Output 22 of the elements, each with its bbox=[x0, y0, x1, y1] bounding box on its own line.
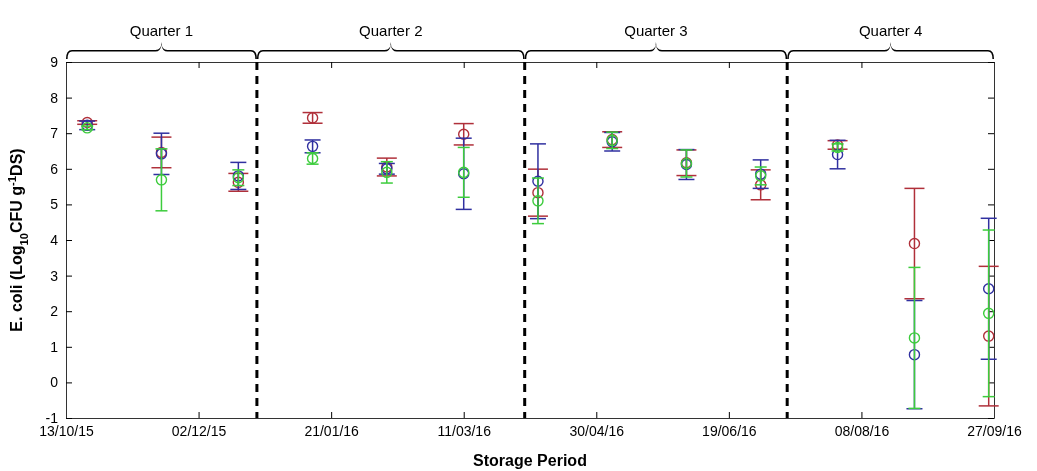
y-tick-label: 0 bbox=[50, 374, 59, 391]
y-tick-label: 6 bbox=[50, 160, 59, 177]
text: Quarter 1 bbox=[129, 22, 194, 39]
x-tick-label: 11/03/16 bbox=[437, 422, 492, 439]
y-tick-label: 3 bbox=[50, 267, 59, 284]
text: Quarter 4 bbox=[858, 22, 923, 39]
x-tick-label: 08/08/16 bbox=[834, 422, 890, 439]
text: Quarter 2 bbox=[359, 22, 423, 39]
y-tick-label: 7 bbox=[50, 125, 59, 142]
x-tick-label: 30/04/16 bbox=[569, 422, 625, 439]
text: Quarter 3 bbox=[624, 22, 688, 39]
y-tick-label: 2 bbox=[50, 303, 59, 320]
x-axis-title: Storage Period bbox=[473, 452, 587, 469]
y-tick-label: 1 bbox=[50, 338, 59, 355]
x-tick-label: 02/12/15 bbox=[171, 422, 227, 439]
y-tick-label: 4 bbox=[50, 231, 59, 248]
x-tick-label: 19/06/16 bbox=[702, 422, 757, 439]
y-tick-label: 5 bbox=[50, 196, 59, 213]
y-tick-label: 8 bbox=[50, 89, 59, 106]
y-tick-label: 9 bbox=[50, 53, 59, 70]
x-tick-label: 27/09/16 bbox=[967, 422, 1022, 439]
x-tick-label: 21/01/16 bbox=[304, 422, 360, 439]
